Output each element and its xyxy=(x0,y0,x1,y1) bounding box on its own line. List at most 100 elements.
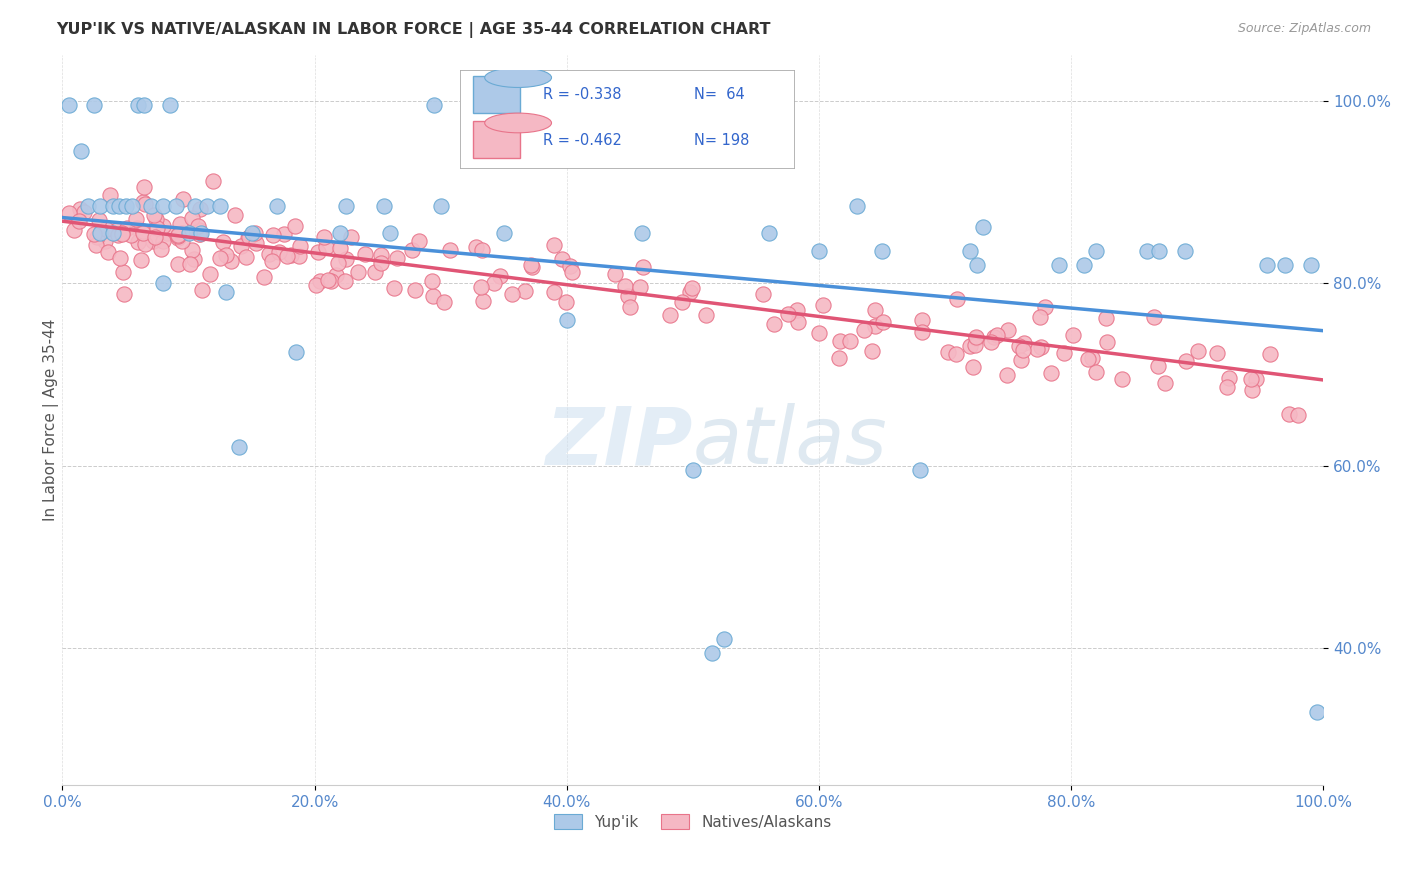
Point xyxy=(132,180,155,194)
Point xyxy=(429,199,451,213)
Point xyxy=(340,230,363,244)
Point xyxy=(1008,338,1031,352)
Point xyxy=(983,329,1005,343)
Point xyxy=(980,334,1002,349)
Point xyxy=(811,298,834,312)
Point xyxy=(1278,407,1301,421)
Point xyxy=(1174,354,1197,368)
Point xyxy=(870,244,893,259)
Point xyxy=(619,300,641,314)
Point xyxy=(1111,372,1133,386)
Point xyxy=(129,252,152,267)
Point xyxy=(142,208,165,222)
Text: atlas: atlas xyxy=(693,403,887,481)
Point xyxy=(98,187,121,202)
Point xyxy=(986,328,1008,343)
Point xyxy=(387,251,409,265)
Point xyxy=(1149,244,1171,259)
Point xyxy=(966,258,988,272)
Point xyxy=(215,285,238,300)
Point xyxy=(408,234,430,248)
Point xyxy=(329,241,352,255)
Point xyxy=(58,206,80,220)
Point xyxy=(307,244,329,259)
Point xyxy=(76,199,98,213)
Point xyxy=(603,268,626,282)
Point xyxy=(946,292,969,306)
Point xyxy=(997,368,1019,383)
Point xyxy=(613,279,636,293)
Point xyxy=(561,265,583,279)
Point xyxy=(181,243,204,257)
Point xyxy=(120,228,142,243)
Point xyxy=(125,211,148,226)
Point xyxy=(380,226,402,240)
Point xyxy=(190,226,212,240)
Point xyxy=(872,315,894,329)
Point xyxy=(382,281,405,295)
Point xyxy=(197,199,219,213)
Point xyxy=(752,287,775,301)
Point xyxy=(423,98,446,112)
Point xyxy=(763,318,786,332)
Point xyxy=(215,248,238,262)
Point xyxy=(284,344,307,359)
Point xyxy=(830,334,852,348)
Point xyxy=(911,313,934,327)
Point xyxy=(807,326,830,340)
Point xyxy=(1033,301,1056,315)
Point xyxy=(470,280,492,294)
Point xyxy=(1047,258,1070,272)
Point xyxy=(94,235,117,249)
Point xyxy=(863,319,886,334)
Point xyxy=(1062,327,1084,342)
Point xyxy=(117,220,139,235)
Point xyxy=(159,98,181,112)
Point xyxy=(1094,311,1116,326)
Point xyxy=(758,226,780,240)
Point xyxy=(73,205,96,219)
Point xyxy=(111,265,134,279)
Point xyxy=(209,252,232,266)
Point xyxy=(134,98,156,112)
Point xyxy=(1205,346,1227,360)
Point xyxy=(513,284,536,298)
Point xyxy=(329,226,352,240)
Point xyxy=(114,199,136,213)
Point xyxy=(179,257,201,271)
Legend: Yup'ik, Natives/Alaskans: Yup'ik, Natives/Alaskans xyxy=(548,807,838,836)
Point xyxy=(177,226,200,240)
Point xyxy=(959,339,981,353)
Point xyxy=(631,226,654,240)
Point xyxy=(146,220,169,235)
Point xyxy=(373,199,395,213)
Point xyxy=(183,252,205,266)
Point xyxy=(202,174,225,188)
Point xyxy=(776,307,799,321)
Point xyxy=(110,226,132,240)
Point xyxy=(188,227,211,242)
Point xyxy=(187,223,209,237)
Point xyxy=(1146,359,1168,373)
Point xyxy=(1218,371,1240,385)
Point xyxy=(134,196,156,211)
Point xyxy=(617,288,640,302)
Point xyxy=(1244,371,1267,385)
Point xyxy=(67,214,90,228)
Point xyxy=(659,309,682,323)
Point xyxy=(152,234,174,248)
Point xyxy=(134,236,156,251)
Point xyxy=(1012,343,1035,358)
Point xyxy=(845,199,868,213)
Point xyxy=(471,293,494,308)
Point xyxy=(142,234,165,248)
Point xyxy=(335,252,357,267)
Point xyxy=(97,245,120,260)
Point xyxy=(87,213,110,227)
Point xyxy=(433,295,456,310)
Point xyxy=(83,98,105,112)
Point xyxy=(1239,372,1261,386)
Point xyxy=(370,248,392,262)
Point xyxy=(326,256,349,270)
Point xyxy=(89,226,111,240)
